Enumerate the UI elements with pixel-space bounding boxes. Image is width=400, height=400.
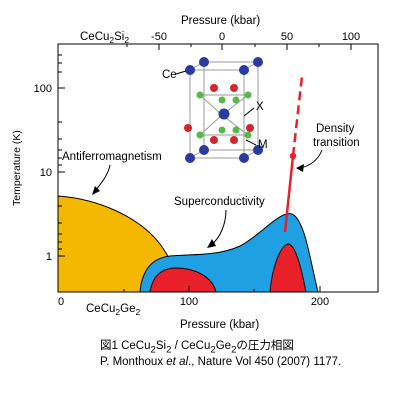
- figure-caption: 図1 CeCu2Si2 / CeCu2Ge2の圧力相図 P. Monthoux …: [100, 340, 400, 369]
- density-transition-label-line1: Density: [316, 123, 355, 135]
- left-axis-tick-label: 10: [40, 167, 52, 179]
- top-axis-compound: CeCu2Si2: [80, 31, 129, 45]
- top-axis-tick-label: 100: [342, 31, 360, 43]
- top-axis-tick-label: 50: [281, 31, 293, 43]
- top-axis-tick-label: 0: [219, 31, 225, 43]
- crystal-label-x: X: [256, 101, 264, 113]
- bottom-axis-tick-label: 0: [58, 296, 64, 308]
- superconductivity-core-right: [269, 243, 307, 293]
- crystal-label-m: M: [258, 139, 268, 151]
- left-axis-title: Temperature (K): [11, 130, 23, 206]
- antiferromagnetism-arrowhead: [92, 186, 100, 195]
- density-transition-arrowhead: [296, 164, 304, 172]
- top-axis-title: Pressure (kbar): [181, 15, 260, 27]
- superconductivity-arrow: [211, 209, 227, 245]
- left-axis-tick-label: 100: [34, 83, 52, 95]
- crystal-structure: Ce X M: [162, 57, 268, 163]
- caption-citation: P. Monthoux et al., Nature Vol 450 (2007…: [100, 356, 342, 369]
- left-axis-tick-label: 1: [46, 251, 52, 263]
- superconductivity-label: Superconductivity: [174, 196, 265, 208]
- bottom-axis-compound: CeCu2Ge2: [86, 303, 140, 317]
- antiferromagnetism-label: Antiferromagnetism: [62, 151, 162, 163]
- caption-title: 図1 CeCu2Si2 / CeCu2Ge2の圧力相図: [100, 340, 294, 356]
- crystal-label-ce: Ce: [162, 69, 177, 81]
- bottom-axis-tick-label: 200: [311, 296, 329, 308]
- superconductivity-arrowhead: [207, 239, 216, 248]
- antiferromagnetism-arrow: [95, 164, 111, 191]
- density-transition-endpoint: [289, 152, 297, 160]
- density-transition-label-line2: transition: [313, 137, 360, 149]
- bottom-axis-title: Pressure (kbar): [180, 319, 259, 331]
- density-transition-line-solid: [283, 155, 295, 233]
- bottom-axis-tick-label: 100: [180, 296, 198, 308]
- superconductivity-core-left: [149, 267, 217, 293]
- top-axis-tick-label: -50: [151, 31, 167, 43]
